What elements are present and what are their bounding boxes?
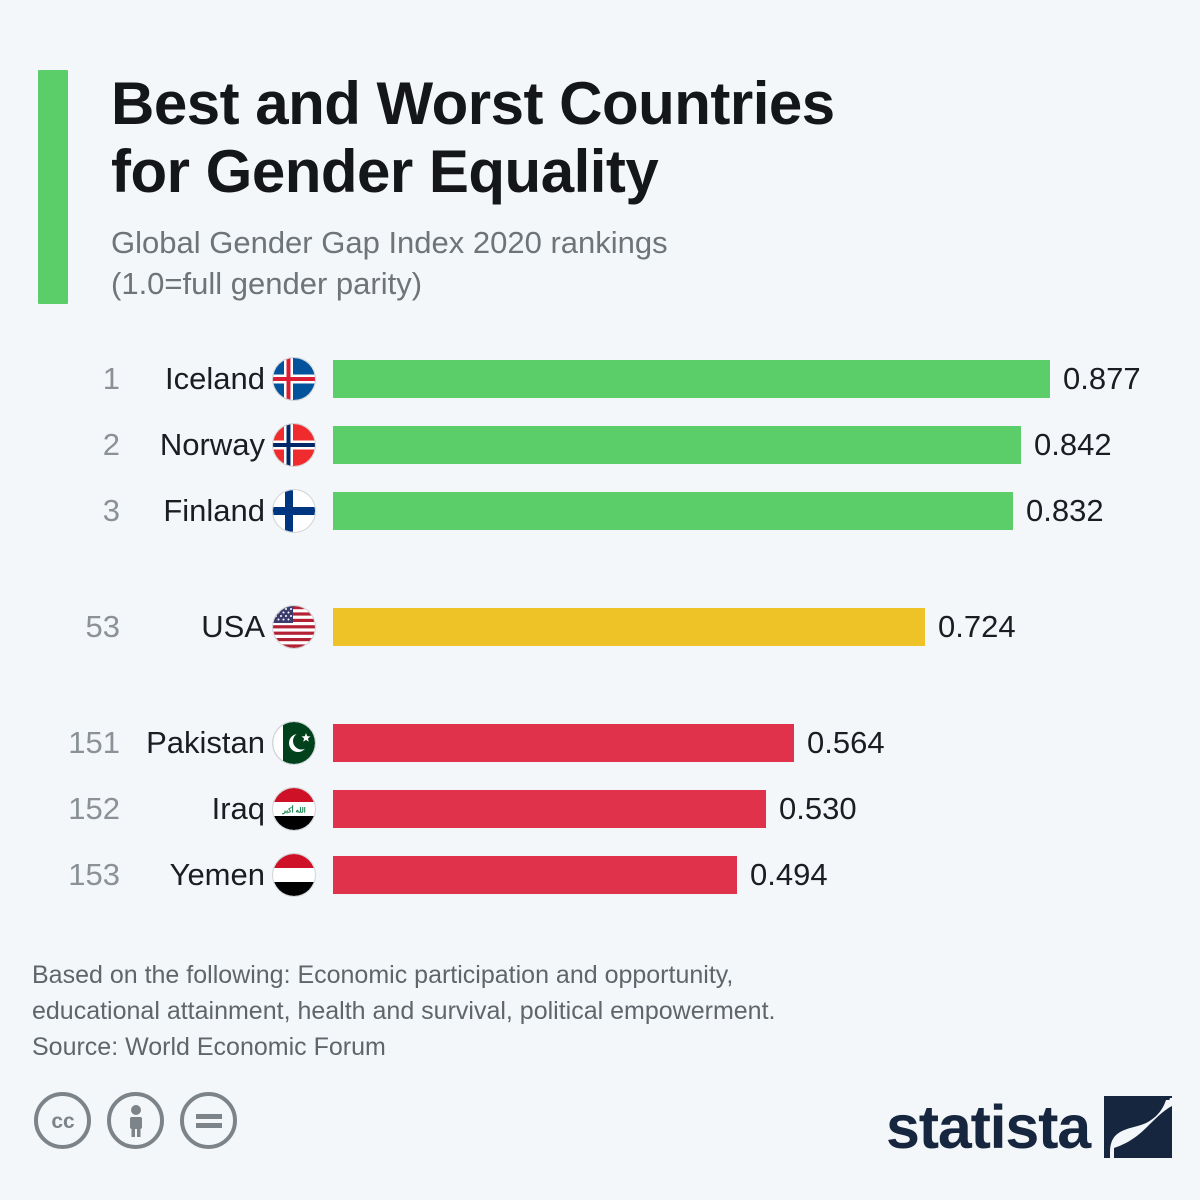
nd-equals-icon[interactable] — [180, 1092, 237, 1149]
bar — [333, 360, 1050, 398]
rank-label: 1 — [102, 361, 120, 396]
statista-logo[interactable]: statista — [886, 1096, 1172, 1158]
by-person-icon[interactable] — [107, 1092, 164, 1149]
country-label: Pakistan — [146, 725, 265, 760]
rank-label: 152 — [68, 791, 120, 826]
bar-value-label: 0.877 — [1063, 361, 1141, 396]
bar-value-label: 0.494 — [750, 857, 828, 892]
rank-label: 3 — [102, 493, 120, 528]
license-icons: cc — [34, 1092, 237, 1149]
page-subtitle: Global Gender Gap Index 2020 rankings (1… — [111, 224, 668, 301]
flag-finland-icon — [273, 490, 315, 532]
bar-row: 3 Finland 0.832 — [0, 490, 1200, 532]
country-label: Iraq — [211, 791, 265, 826]
footnote-text: Based on the following: Economic partici… — [32, 961, 776, 1061]
cc-icon[interactable]: cc — [34, 1092, 91, 1149]
bar — [333, 492, 1013, 530]
flag-usa-icon — [273, 606, 315, 648]
country-label: Iceland — [165, 361, 265, 396]
bar-row: 53 USA 0.724 — [0, 606, 1200, 648]
svg-text:الله أكبر: الله أكبر — [281, 805, 305, 815]
bar — [333, 724, 794, 762]
infographic-header: Best and Worst Countries for Gender Equa… — [38, 70, 1138, 305]
infographic-footer: cc statista — [0, 1092, 1200, 1182]
bar-value-label: 0.564 — [807, 725, 885, 760]
bar — [333, 856, 737, 894]
country-label: Yemen — [169, 857, 265, 892]
statista-wordmark: statista — [886, 1092, 1091, 1161]
flag-yemen-icon — [273, 854, 315, 896]
rank-label: 151 — [68, 725, 120, 760]
bar-row: 152 Iraq الله أكبر 0.530 — [0, 788, 1200, 830]
rank-label: 53 — [85, 609, 120, 644]
header-text-block: Best and Worst Countries for Gender Equa… — [68, 70, 835, 304]
bar — [333, 608, 925, 646]
bar-value-label: 0.842 — [1034, 427, 1112, 462]
accent-bar — [38, 70, 68, 305]
country-label: Norway — [159, 427, 265, 462]
country-label: USA — [201, 609, 265, 644]
rank-label: 153 — [68, 857, 120, 892]
bar — [333, 790, 766, 828]
flag-iceland-icon — [273, 358, 315, 400]
statista-logo-mark — [1104, 1096, 1172, 1158]
bar-row: 2 Norway 0.842 — [0, 424, 1200, 466]
page-title: Best and Worst Countries for Gender Equa… — [111, 70, 835, 205]
bar-value-label: 0.724 — [938, 609, 1016, 644]
bar-row: 153 Yemen 0.494 — [0, 854, 1200, 896]
flag-iraq-icon: الله أكبر — [273, 788, 315, 830]
country-label: Finland — [163, 493, 265, 528]
svg-text:cc: cc — [51, 1110, 75, 1133]
bar-value-label: 0.832 — [1026, 493, 1104, 528]
bar-row: 1 Iceland 0.877 — [0, 358, 1200, 400]
bar-value-label: 0.530 — [779, 791, 857, 826]
rank-label: 2 — [102, 427, 120, 462]
bar-chart: 1 Iceland 0.877 2 Norway 0.842 3 Finland 0.832 53… — [0, 358, 1200, 922]
flag-pakistan-icon — [273, 722, 315, 764]
bar — [333, 426, 1021, 464]
flag-norway-icon — [273, 424, 315, 466]
bar-row: 151 Pakistan 0.564 — [0, 722, 1200, 764]
